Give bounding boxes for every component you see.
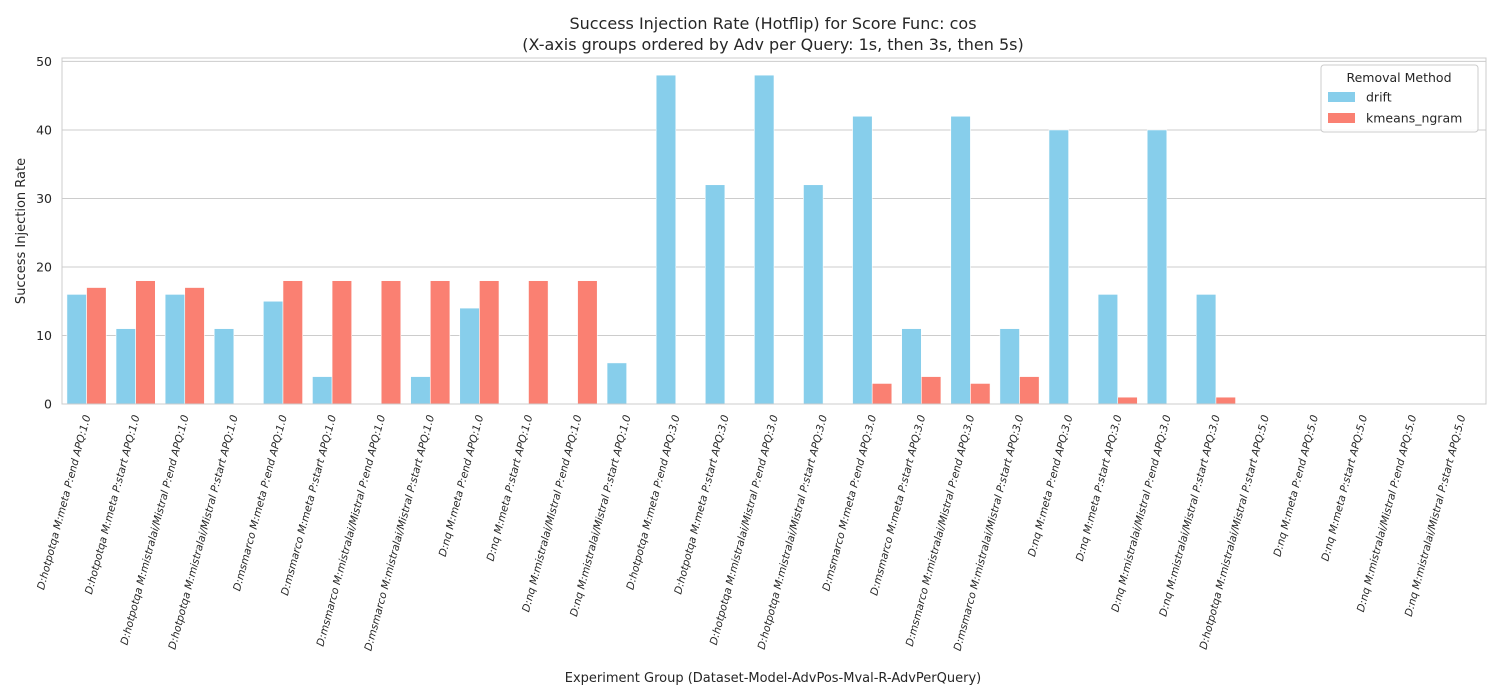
bar-drift-8: [459, 307, 480, 405]
bar-drift-15: [803, 184, 824, 405]
chart-title: Success Injection Rate (Hotflip) for Sco…: [569, 14, 976, 33]
bar-drift-22: [1146, 129, 1168, 405]
bar-kmeans_ngram-1: [135, 280, 156, 405]
legend-title: Removal Method: [1346, 70, 1451, 85]
x-tick-label: D:hotpotqa M:meta P:end APQ:1.0: [35, 413, 93, 591]
bar-kmeans_ngram-4: [282, 280, 303, 405]
legend-label-drift: drift: [1366, 90, 1392, 105]
bar-kmeans_ngram-0: [86, 287, 107, 405]
bar-kmeans_ngram-2: [184, 287, 205, 405]
bar-drift-19: [999, 328, 1020, 405]
plot-frame: [61, 57, 1487, 405]
y-tick-label: 0: [44, 397, 52, 412]
bar-drift-4: [263, 300, 284, 405]
chart-subtitle: (X-axis groups ordered by Adv per Query:…: [522, 35, 1023, 54]
legend-box: [1320, 64, 1479, 133]
plot-area: [61, 57, 1487, 405]
bar-kmeans_ngram-23: [1215, 396, 1236, 405]
bar-drift-0: [66, 294, 87, 405]
legend-label-kmeans_ngram: kmeans_ngram: [1366, 111, 1462, 126]
bar-drift-14: [754, 74, 775, 405]
y-tick-label: 10: [36, 328, 52, 343]
bar-drift-7: [410, 376, 431, 405]
bar-kmeans_ngram-21: [1117, 396, 1138, 405]
y-tick-label: 40: [36, 122, 52, 137]
bar-drift-17: [901, 328, 922, 405]
bar-kmeans_ngram-8: [479, 280, 500, 405]
bar-drift-5: [312, 376, 333, 405]
x-tick-label: D:nq M:mistralai/Mistral P:end APQ:3.0: [1109, 413, 1173, 613]
bar-kmeans_ngram-5: [331, 280, 353, 405]
bar-drift-21: [1097, 294, 1119, 405]
bar-drift-18: [950, 115, 971, 405]
x-tick-label: D:nq M:meta P:start APQ:1.0: [485, 413, 536, 562]
x-tick-label: D:nq M:meta P:start APQ:5.0: [1319, 413, 1370, 562]
x-tick-label: D:msmarco M:meta P:end APQ:3.0: [820, 413, 879, 592]
y-tick-label: 30: [36, 191, 52, 206]
y-axis-label: Success Injection Rate: [14, 158, 29, 304]
y-tick-label: 20: [36, 259, 52, 274]
bar-drift-12: [655, 74, 677, 405]
legend-swatch-drift: [1328, 92, 1355, 102]
bar-kmeans_ngram-9: [528, 280, 549, 405]
x-tick-label: D:msmarco M:meta P:start APQ:1.0: [279, 413, 339, 597]
legend-swatch-kmeans_ngram: [1328, 113, 1355, 123]
bar-drift-23: [1195, 294, 1217, 405]
x-tick-label: D:nq M:mistralai/Mistral P:start APQ:5.0: [1403, 413, 1469, 618]
y-tick-labels: 0 10 20 30 40 50: [36, 54, 52, 412]
bar-drift-11: [606, 362, 627, 405]
bar-drift-16: [852, 115, 873, 405]
x-axis-label: Experiment Group (Dataset-Model-AdvPos-M…: [565, 671, 981, 686]
bar-drift-3: [213, 328, 235, 405]
legend: Removal Method drift kmeans_ngram: [1320, 64, 1479, 133]
bar-kmeans_ngram-7: [429, 280, 451, 405]
y-tick-label: 50: [36, 54, 52, 69]
bar-kmeans_ngram-10: [577, 280, 598, 405]
bar-kmeans_ngram-17: [921, 376, 942, 405]
x-tick-label: D:nq M:meta P:end APQ:3.0: [1026, 413, 1076, 558]
x-tick-label: D:nq M:mistralai/Mistral P:end APQ:1.0: [520, 413, 584, 613]
bar-drift-20: [1048, 129, 1069, 405]
x-tick-label: D:nq M:meta P:end APQ:5.0: [1272, 413, 1322, 558]
bar-drift-13: [704, 184, 726, 405]
bar-drift-1: [115, 328, 136, 405]
bar-drift-2: [164, 294, 186, 405]
bar-kmeans_ngram-18: [970, 383, 991, 405]
x-tick-label: D:msmarco M:meta P:end APQ:1.0: [231, 413, 290, 592]
x-tick-label: D:nq M:mistralai/Mistral P:end APQ:5.0: [1355, 413, 1419, 613]
bar-kmeans_ngram-16: [871, 383, 893, 405]
bar-kmeans_ngram-19: [1019, 376, 1040, 405]
x-tick-label: D:hotpotqa M:meta P:start APQ:1.0: [83, 413, 143, 595]
x-tick-label: D:nq M:meta P:start APQ:3.0: [1074, 413, 1125, 562]
x-tick-label: D:hotpotqa M:meta P:end APQ:3.0: [624, 413, 682, 591]
legend-items: drift kmeans_ngram: [1328, 90, 1462, 126]
x-tick-label: D:nq M:meta P:end APQ:1.0: [437, 413, 487, 558]
bars: [66, 74, 1236, 405]
x-tick-labels: D:hotpotqa M:meta P:end APQ:1.0D:hotpotq…: [35, 413, 1468, 652]
bar-kmeans_ngram-6: [380, 280, 402, 405]
x-tick-label: D:msmarco M:meta P:start APQ:3.0: [868, 413, 928, 597]
x-tick-label: D:hotpotqa M:meta P:start APQ:3.0: [672, 413, 732, 595]
